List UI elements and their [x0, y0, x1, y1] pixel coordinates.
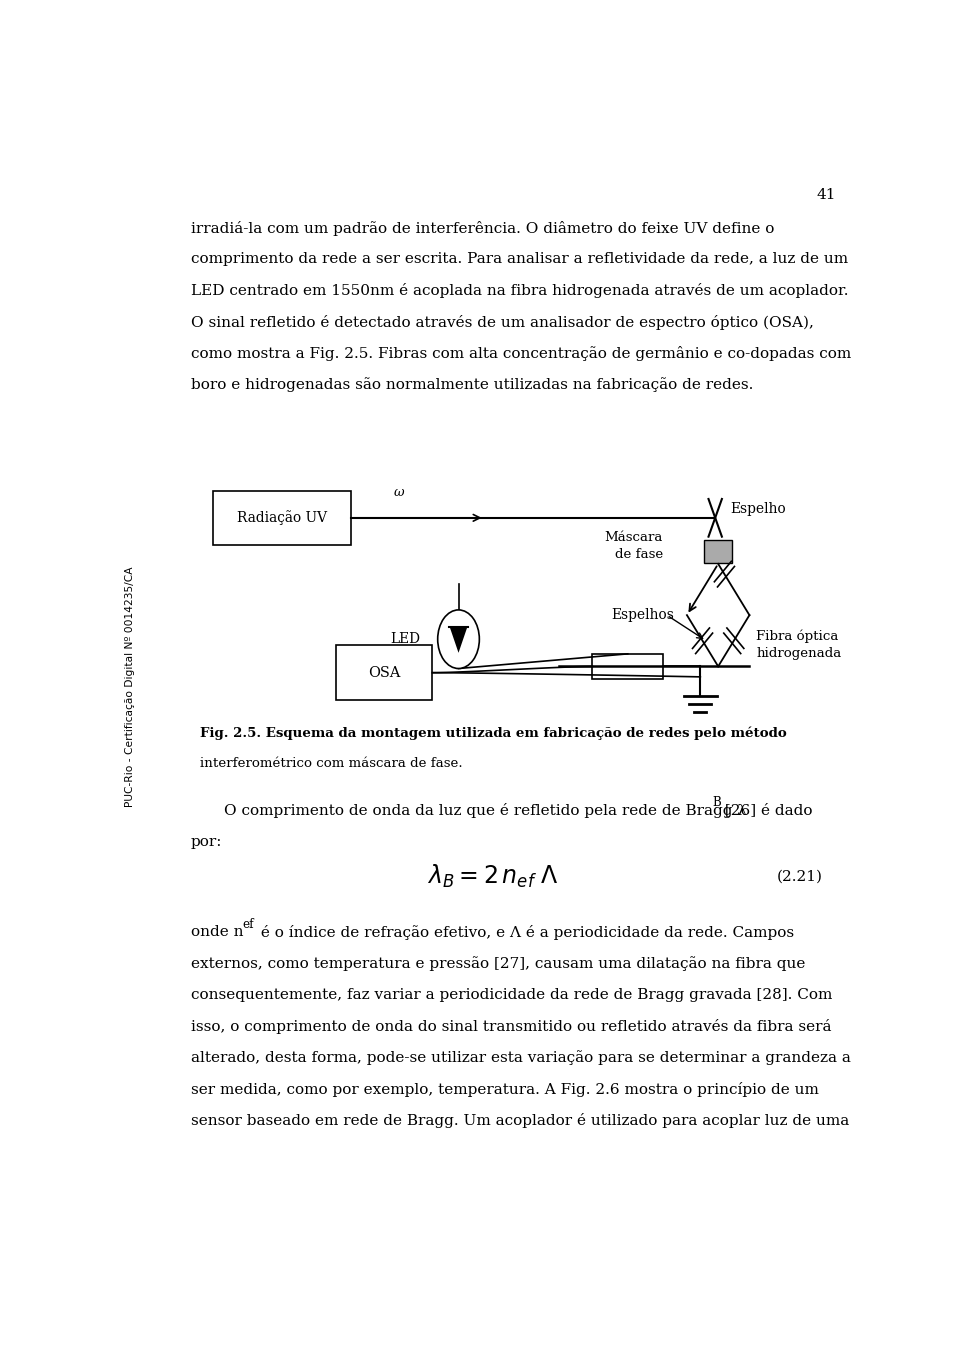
Text: 41: 41 — [816, 188, 836, 202]
Bar — [704, 540, 732, 563]
Text: Fig. 2.5. Esquema da montagem utilizada em fabricação de redes pelo método: Fig. 2.5. Esquema da montagem utilizada … — [201, 726, 787, 739]
Text: $\lambda_B = 2\,n_{ef}\;\Lambda$: $\lambda_B = 2\,n_{ef}\;\Lambda$ — [426, 863, 558, 890]
Text: boro e hidrogenadas são normalmente utilizadas na fabricação de redes.: boro e hidrogenadas são normalmente util… — [191, 378, 753, 393]
Bar — [213, 491, 350, 545]
Text: LED centrado em 1550nm é acoplada na fibra hidrogenada através de um acoplador.: LED centrado em 1550nm é acoplada na fib… — [191, 284, 849, 299]
Text: onde n: onde n — [191, 925, 243, 939]
Text: sensor baseado em rede de Bragg. Um acoplador é utilizado para acoplar luz de um: sensor baseado em rede de Bragg. Um acop… — [191, 1113, 849, 1128]
Text: ser medida, como por exemplo, temperatura. A Fig. 2.6 mostra o princípio de um: ser medida, como por exemplo, temperatur… — [191, 1082, 819, 1097]
Text: comprimento da rede a ser escrita. Para analisar a refletividade da rede, a luz : comprimento da rede a ser escrita. Para … — [191, 251, 848, 266]
Text: (2.21): (2.21) — [777, 870, 823, 883]
Text: ef: ef — [243, 917, 254, 931]
Text: como mostra a Fig. 2.5. Fibras com alta concentração de germânio e co-dopadas co: como mostra a Fig. 2.5. Fibras com alta … — [191, 347, 851, 361]
Text: Espelhos: Espelhos — [611, 607, 674, 622]
Text: interferométrico com máscara de fase.: interferométrico com máscara de fase. — [201, 757, 463, 771]
Text: externos, como temperatura e pressão [27], causam uma dilatação na fibra que: externos, como temperatura e pressão [27… — [191, 957, 805, 972]
Bar — [592, 654, 663, 680]
Text: O comprimento de onda da luz que é refletido pela rede de Bragg λ: O comprimento de onda da luz que é refle… — [225, 803, 747, 818]
Text: Radiação UV: Radiação UV — [237, 511, 326, 526]
Text: LED: LED — [390, 632, 420, 647]
Text: Fibra óptica
hidrogenada: Fibra óptica hidrogenada — [756, 629, 841, 659]
Text: Máscara
de fase: Máscara de fase — [605, 531, 663, 561]
Text: isso, o comprimento de onda do sinal transmitido ou refletido através da fibra s: isso, o comprimento de onda do sinal tra… — [191, 1019, 831, 1034]
Text: [26] é dado: [26] é dado — [720, 803, 812, 818]
Text: alterado, desta forma, pode-se utilizar esta variação para se determinar a grand: alterado, desta forma, pode-se utilizar … — [191, 1051, 851, 1065]
Text: por:: por: — [191, 834, 222, 849]
Text: é o índice de refração efetivo, e Λ é a periodicidade da rede. Campos: é o índice de refração efetivo, e Λ é a … — [256, 925, 794, 940]
Text: Espelho: Espelho — [730, 503, 786, 516]
Circle shape — [438, 610, 479, 669]
Polygon shape — [449, 626, 468, 652]
Text: PUC-Rio - Certificação Digital Nº 0014235/CA: PUC-Rio - Certificação Digital Nº 001423… — [125, 567, 134, 806]
Text: irradiá-la com um padrão de interferência. O diâmetro do feixe UV define o: irradiá-la com um padrão de interferênci… — [191, 220, 774, 235]
Bar — [336, 646, 432, 700]
Text: B: B — [712, 796, 721, 809]
Text: O sinal refletido é detectado através de um analisador de espectro óptico (OSA),: O sinal refletido é detectado através de… — [191, 315, 813, 330]
Text: ω: ω — [394, 487, 404, 499]
Text: OSA: OSA — [368, 666, 400, 680]
Text: consequentemente, faz variar a periodicidade da rede de Bragg gravada [28]. Com: consequentemente, faz variar a periodici… — [191, 988, 832, 1002]
